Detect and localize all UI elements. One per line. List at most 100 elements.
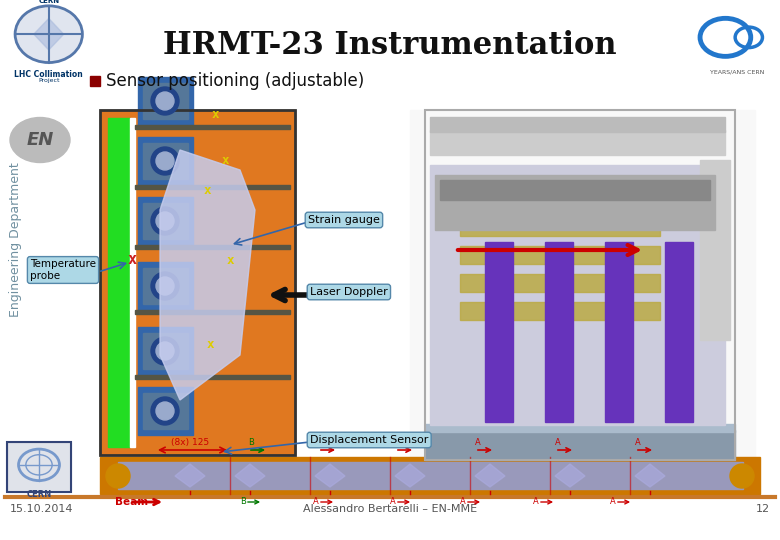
Text: Beam: Beam bbox=[115, 497, 148, 507]
Text: YEARS/ANS CERN: YEARS/ANS CERN bbox=[710, 70, 764, 75]
Circle shape bbox=[156, 92, 174, 110]
Bar bbox=[100, 110, 295, 455]
Bar bbox=[90, 76, 100, 86]
Text: A: A bbox=[555, 438, 561, 447]
Bar bbox=[430, 117, 725, 132]
Text: Engineering Department: Engineering Department bbox=[9, 163, 23, 318]
Bar bbox=[425, 430, 735, 460]
Text: A: A bbox=[460, 497, 466, 507]
Text: CERN: CERN bbox=[38, 0, 59, 4]
Bar bbox=[135, 375, 290, 379]
Circle shape bbox=[156, 342, 174, 360]
Text: A: A bbox=[390, 497, 395, 507]
Bar bbox=[430, 130, 725, 155]
Bar bbox=[143, 203, 188, 239]
Text: A: A bbox=[475, 438, 480, 447]
Polygon shape bbox=[315, 464, 345, 487]
Bar bbox=[138, 77, 193, 125]
Circle shape bbox=[151, 272, 179, 300]
Polygon shape bbox=[235, 464, 265, 487]
Circle shape bbox=[730, 464, 754, 488]
Text: B: B bbox=[248, 438, 254, 447]
Circle shape bbox=[156, 152, 174, 170]
Bar bbox=[138, 327, 193, 375]
Polygon shape bbox=[160, 150, 255, 400]
Polygon shape bbox=[34, 18, 64, 50]
Bar bbox=[700, 160, 730, 340]
Text: HRMT-23 Instrumentation: HRMT-23 Instrumentation bbox=[163, 30, 617, 61]
Bar bbox=[435, 175, 715, 230]
Bar bbox=[135, 125, 290, 129]
Polygon shape bbox=[635, 464, 665, 487]
Bar bbox=[108, 118, 130, 447]
Bar bbox=[430, 165, 725, 425]
Text: A: A bbox=[635, 438, 640, 447]
Text: x: x bbox=[127, 253, 136, 267]
Text: Laser Doppler: Laser Doppler bbox=[310, 287, 388, 297]
Bar bbox=[135, 185, 290, 189]
Bar bbox=[665, 242, 693, 422]
Text: A: A bbox=[533, 497, 539, 507]
Text: x: x bbox=[204, 184, 211, 197]
Text: Sensor positioning (adjustable): Sensor positioning (adjustable) bbox=[106, 72, 364, 90]
Bar bbox=[138, 387, 193, 435]
Bar bbox=[605, 242, 633, 422]
Bar bbox=[143, 83, 188, 119]
Text: (8x) 125: (8x) 125 bbox=[171, 438, 209, 447]
Circle shape bbox=[151, 337, 179, 365]
Text: Project: Project bbox=[38, 78, 59, 83]
Text: x: x bbox=[211, 109, 218, 122]
Bar bbox=[130, 118, 135, 447]
Text: x: x bbox=[206, 339, 214, 352]
Bar bbox=[485, 242, 513, 422]
Bar bbox=[440, 180, 710, 200]
Bar bbox=[410, 110, 755, 465]
Bar bbox=[135, 310, 290, 314]
Polygon shape bbox=[555, 464, 585, 487]
Text: Strain gauge: Strain gauge bbox=[308, 215, 380, 225]
Text: Displacement Sensor: Displacement Sensor bbox=[310, 435, 428, 445]
Text: Alessandro Bertarelli – EN-MME: Alessandro Bertarelli – EN-MME bbox=[303, 504, 477, 514]
Circle shape bbox=[156, 212, 174, 230]
Bar bbox=[460, 302, 660, 320]
Bar bbox=[118, 462, 743, 489]
Bar bbox=[138, 197, 193, 245]
Text: A: A bbox=[395, 438, 401, 447]
Bar bbox=[425, 110, 735, 460]
Bar bbox=[460, 246, 660, 264]
Bar bbox=[135, 245, 290, 249]
Bar bbox=[460, 218, 660, 236]
Polygon shape bbox=[175, 464, 205, 487]
Text: A: A bbox=[610, 497, 615, 507]
Text: 15.10.2014: 15.10.2014 bbox=[10, 504, 73, 514]
Bar bbox=[545, 242, 573, 422]
Circle shape bbox=[15, 6, 83, 63]
Circle shape bbox=[156, 277, 174, 295]
Bar bbox=[143, 393, 188, 429]
Text: x: x bbox=[226, 253, 234, 267]
Bar bbox=[100, 110, 295, 455]
Ellipse shape bbox=[10, 118, 70, 163]
Text: B: B bbox=[240, 497, 246, 507]
Bar bbox=[425, 424, 735, 432]
Circle shape bbox=[151, 207, 179, 235]
Text: A: A bbox=[318, 438, 324, 447]
Bar bbox=[460, 274, 660, 292]
Circle shape bbox=[151, 397, 179, 425]
Bar bbox=[138, 262, 193, 310]
Circle shape bbox=[106, 464, 130, 488]
Bar bbox=[100, 457, 760, 494]
Text: EN: EN bbox=[27, 131, 54, 149]
Bar bbox=[138, 137, 193, 185]
Bar bbox=[143, 143, 188, 179]
Text: LHC Collimation: LHC Collimation bbox=[14, 70, 83, 79]
Bar bbox=[143, 268, 188, 304]
Text: x: x bbox=[222, 153, 229, 166]
Polygon shape bbox=[475, 464, 505, 487]
Circle shape bbox=[151, 147, 179, 175]
Polygon shape bbox=[395, 464, 425, 487]
Text: CERN: CERN bbox=[27, 490, 51, 498]
Text: 12: 12 bbox=[756, 504, 770, 514]
Text: Temperature
probe: Temperature probe bbox=[30, 259, 96, 281]
Bar bbox=[143, 333, 188, 369]
